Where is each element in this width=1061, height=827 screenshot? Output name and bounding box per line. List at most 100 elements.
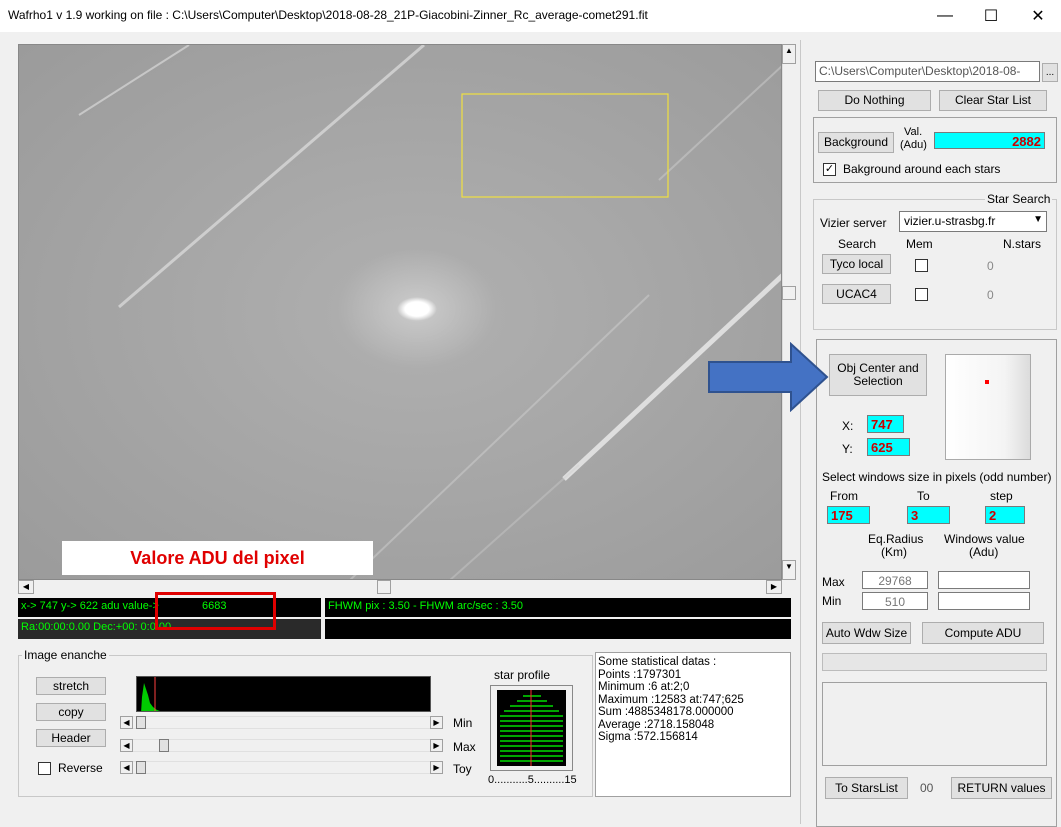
close-button[interactable]: ✕ xyxy=(1031,8,1045,25)
toy-slider-left[interactable]: ◀ xyxy=(120,761,133,774)
step-field[interactable]: 2 xyxy=(985,506,1025,524)
adu-highlight-box xyxy=(155,592,276,630)
do-nothing-button[interactable]: Do Nothing xyxy=(818,90,931,111)
stats-average: Average :2718.158048 xyxy=(598,718,715,731)
clear-star-list-button[interactable]: Clear Star List xyxy=(939,90,1047,111)
star-profile-title: star profile xyxy=(494,668,551,682)
min-label: Min xyxy=(822,594,842,608)
comet-image xyxy=(19,45,781,579)
min-slider-right[interactable]: ▶ xyxy=(430,716,443,729)
star-search-group xyxy=(813,199,1057,330)
windows-value-label: Windows value xyxy=(944,532,1025,546)
horizontal-scrollbar-thumb[interactable] xyxy=(377,580,391,594)
ucac4-mem-checkbox[interactable] xyxy=(915,288,928,301)
step-label: step xyxy=(990,489,1013,503)
window-title: Wafrho1 v 1.9 working on file : C:\Users… xyxy=(8,8,648,22)
min-slider-left[interactable]: ◀ xyxy=(120,716,133,729)
ucac4-button[interactable]: UCAC4 xyxy=(822,284,891,304)
stats-minimum: Minimum :6 at:2;0 xyxy=(598,681,690,693)
km-unit-label: (Km) xyxy=(881,545,907,559)
vertical-scrollbar-track[interactable] xyxy=(782,64,796,560)
results-list[interactable] xyxy=(822,682,1047,766)
scroll-right-button[interactable]: ▶ xyxy=(766,580,782,594)
annotation-arrow-icon xyxy=(708,342,829,412)
reverse-checkbox[interactable] xyxy=(38,762,51,775)
title-bar: Wafrho1 v 1.9 working on file : C:\Users… xyxy=(0,0,1061,32)
auto-window-size-button[interactable]: Auto Wdw Size xyxy=(822,622,911,644)
stats-sigma: Sigma :572.156814 xyxy=(598,731,698,743)
vizier-server-value: vizier.u-strasbg.fr xyxy=(904,214,996,228)
mem-label: Mem xyxy=(906,237,933,251)
adu-value: 6683 xyxy=(202,600,227,612)
min-slider-track[interactable] xyxy=(133,716,430,729)
ucac4-count: 0 xyxy=(987,288,994,302)
image-enhance-group xyxy=(18,655,593,797)
return-values-button[interactable]: RETURN values xyxy=(951,777,1052,799)
window-size-label: Select windows size in pixels (odd numbe… xyxy=(822,470,1052,484)
selection-rectangle xyxy=(461,93,669,198)
tyco-count: 0 xyxy=(987,259,994,273)
maximize-button[interactable]: ☐ xyxy=(983,8,999,25)
toy-slider-right[interactable]: ▶ xyxy=(430,761,443,774)
chevron-down-icon: ▼ xyxy=(1033,214,1043,225)
search-label: Search xyxy=(838,237,877,251)
background-around-checkbox[interactable]: ✓ xyxy=(823,163,836,176)
background-value-field[interactable]: 2882 xyxy=(934,132,1045,149)
nstars-label: N.stars xyxy=(1003,237,1042,251)
scroll-up-button[interactable]: ▲ xyxy=(782,44,796,64)
to-starslist-button[interactable]: To StarsList xyxy=(825,777,908,799)
scroll-down-button[interactable]: ▼ xyxy=(782,560,796,580)
stats-sum: Sum :4885348178.000000 xyxy=(598,706,734,718)
xy-adu-text: x-> 747 y-> 622 adu value-> xyxy=(21,600,159,612)
x-coord-field[interactable]: 747 xyxy=(867,415,904,433)
max-slider-right[interactable]: ▶ xyxy=(430,739,443,752)
toy-slider-thumb[interactable] xyxy=(136,761,146,774)
scroll-left-button[interactable]: ◀ xyxy=(18,580,34,594)
right-panel-divider xyxy=(800,40,801,824)
stretch-button[interactable]: stretch xyxy=(36,677,106,695)
stats-heading: Some statistical datas : xyxy=(598,656,717,668)
tyco-mem-checkbox[interactable] xyxy=(915,259,928,272)
vizier-server-select[interactable]: vizier.u-strasbg.fr ▼ xyxy=(899,211,1047,232)
reverse-label: Reverse xyxy=(58,761,103,775)
copy-button[interactable]: copy xyxy=(36,703,106,721)
vizier-server-label: Vizier server xyxy=(820,216,887,230)
from-field[interactable]: 175 xyxy=(827,506,870,524)
max-windows-value-field[interactable] xyxy=(938,571,1030,589)
object-preview xyxy=(945,354,1031,460)
obj-center-selection-button[interactable]: Obj Center and Selection xyxy=(829,354,927,396)
y-coord-label: Y: xyxy=(842,442,853,456)
star-profile-plot xyxy=(497,690,566,766)
toy-slider-track[interactable] xyxy=(133,761,430,774)
background-around-label: Bakground around each stars xyxy=(843,162,1001,176)
browse-button[interactable]: ... xyxy=(1042,63,1058,82)
star-profile-axis: 0...........5..........15 xyxy=(488,774,577,786)
stats-maximum: Maximum :12583 at:747;625 xyxy=(598,693,744,706)
statistics-box: Some statistical datas : Points :1797301… xyxy=(595,652,791,797)
from-label: From xyxy=(830,489,858,503)
vertical-scrollbar-thumb[interactable] xyxy=(782,286,796,300)
image-viewer[interactable] xyxy=(18,44,782,580)
max-slider-track[interactable] xyxy=(133,739,430,752)
y-coord-field[interactable]: 625 xyxy=(867,438,910,456)
horizontal-scrollbar-track[interactable] xyxy=(34,580,766,594)
max-radius-field[interactable]: 29768 xyxy=(862,571,928,589)
minimize-button[interactable]: — xyxy=(937,7,953,24)
min-radius-field[interactable]: 510 xyxy=(862,592,928,610)
max-slider-left[interactable]: ◀ xyxy=(120,739,133,752)
compute-adu-button[interactable]: Compute ADU xyxy=(922,622,1044,644)
annotation-label: Valore ADU del pixel xyxy=(62,541,373,575)
secondary-status xyxy=(325,619,791,639)
header-button[interactable]: Header xyxy=(36,729,106,747)
min-windows-value-field[interactable] xyxy=(938,592,1030,610)
stars-count: 00 xyxy=(920,781,934,795)
file-path-field[interactable]: C:\Users\Computer\Desktop\2018-08- xyxy=(815,61,1040,82)
toy-slider-label: Toy xyxy=(453,762,472,776)
min-slider-thumb[interactable] xyxy=(136,716,146,729)
background-button[interactable]: Background xyxy=(818,132,894,153)
max-slider-thumb[interactable] xyxy=(159,739,169,752)
to-field[interactable]: 3 xyxy=(907,506,950,524)
max-slider-label: Max xyxy=(453,740,476,754)
windows-adu-unit-label: (Adu) xyxy=(969,545,999,559)
tyco-local-button[interactable]: Tyco local xyxy=(822,254,891,274)
